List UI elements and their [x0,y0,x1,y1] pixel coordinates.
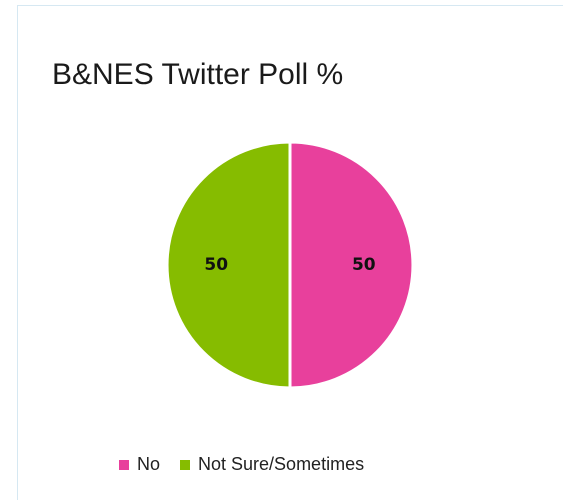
legend-swatch-no [119,459,129,470]
data-label-not-sure: 50 [204,255,228,275]
legend-swatch-not-sure [180,459,191,470]
pie-slice-not-sure [165,140,292,390]
data-label-no: 50 [352,255,376,275]
chart-title: B&NES Twitter Poll % [52,58,344,91]
legend-label-not-sure: Not Sure/Sometimes [198,454,365,474]
pie-slice-no [288,140,415,390]
legend-item-no: No [119,454,160,475]
legend-label-no: No [137,454,161,474]
legend-item-not-sure: Not Sure/Sometimes [180,454,364,475]
chart-legend: No Not Sure/Sometimes [119,454,364,475]
